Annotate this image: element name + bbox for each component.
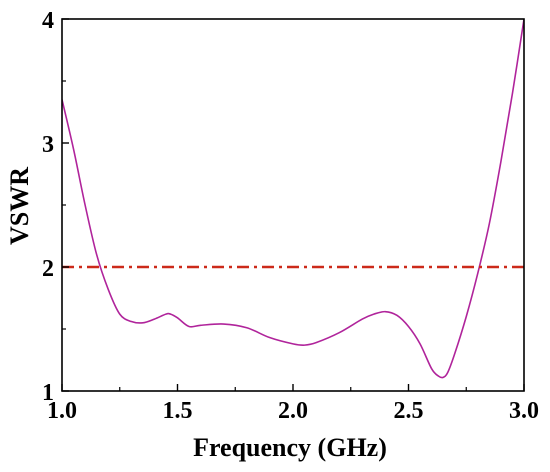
plot-frame <box>61 18 525 392</box>
vswr-curve <box>62 19 524 379</box>
x-tick-label: 2.0 <box>278 398 308 424</box>
x-tick-label: 1.0 <box>47 398 77 424</box>
x-tick-label: 2.5 <box>394 398 424 424</box>
y-tick-label: 1 <box>42 380 54 406</box>
axes: 1.0 1.5 2.0 2.5 3.0 1 2 3 4 <box>42 8 539 424</box>
y-axis-label: VSWR <box>5 167 34 245</box>
x-axis-label: Frequency (GHz) <box>193 433 387 462</box>
y-tick-label: 2 <box>42 256 54 282</box>
y-tick-label: 3 <box>42 132 54 158</box>
plot-area <box>62 19 524 379</box>
x-tick-label: 1.5 <box>163 398 193 424</box>
y-tick-label: 4 <box>42 8 54 34</box>
x-tick-label: 3.0 <box>509 398 539 424</box>
